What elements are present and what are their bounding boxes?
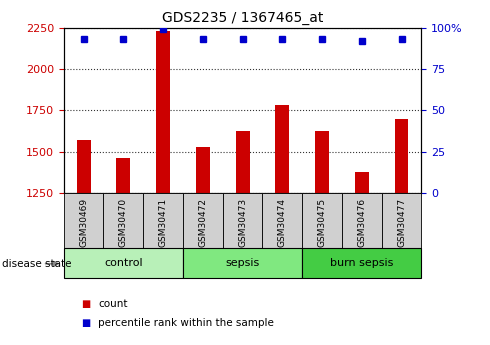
Bar — [342, 193, 382, 248]
Text: control: control — [104, 258, 143, 268]
Text: GSM30477: GSM30477 — [397, 198, 406, 247]
Bar — [76, 140, 91, 193]
Text: percentile rank within the sample: percentile rank within the sample — [98, 318, 274, 327]
Bar — [196, 147, 210, 193]
Bar — [394, 119, 409, 193]
Text: GSM30476: GSM30476 — [357, 198, 367, 247]
Bar — [236, 131, 249, 193]
Text: GSM30472: GSM30472 — [198, 198, 207, 247]
Bar — [315, 131, 329, 193]
Text: sepsis: sepsis — [225, 258, 260, 268]
Text: ■: ■ — [81, 318, 90, 327]
Text: GSM30473: GSM30473 — [238, 198, 247, 247]
Text: GSM30474: GSM30474 — [278, 198, 287, 247]
Text: ■: ■ — [81, 299, 90, 308]
Text: count: count — [98, 299, 127, 308]
Bar — [103, 193, 143, 248]
Bar — [302, 248, 421, 278]
Bar — [183, 193, 222, 248]
Text: GSM30471: GSM30471 — [159, 198, 168, 247]
Bar — [64, 193, 103, 248]
Bar — [275, 106, 289, 193]
Bar — [263, 193, 302, 248]
Bar — [183, 248, 302, 278]
Title: GDS2235 / 1367465_at: GDS2235 / 1367465_at — [162, 11, 323, 25]
Bar — [64, 248, 183, 278]
Bar — [143, 193, 183, 248]
Bar — [222, 193, 263, 248]
Text: burn sepsis: burn sepsis — [330, 258, 393, 268]
Bar — [302, 193, 342, 248]
Bar — [116, 158, 130, 193]
Text: GSM30469: GSM30469 — [79, 198, 88, 247]
Bar — [355, 172, 369, 193]
Text: GSM30470: GSM30470 — [119, 198, 128, 247]
Text: disease state: disease state — [2, 259, 72, 269]
Bar — [382, 193, 421, 248]
Text: GSM30475: GSM30475 — [318, 198, 326, 247]
Bar — [156, 31, 170, 193]
